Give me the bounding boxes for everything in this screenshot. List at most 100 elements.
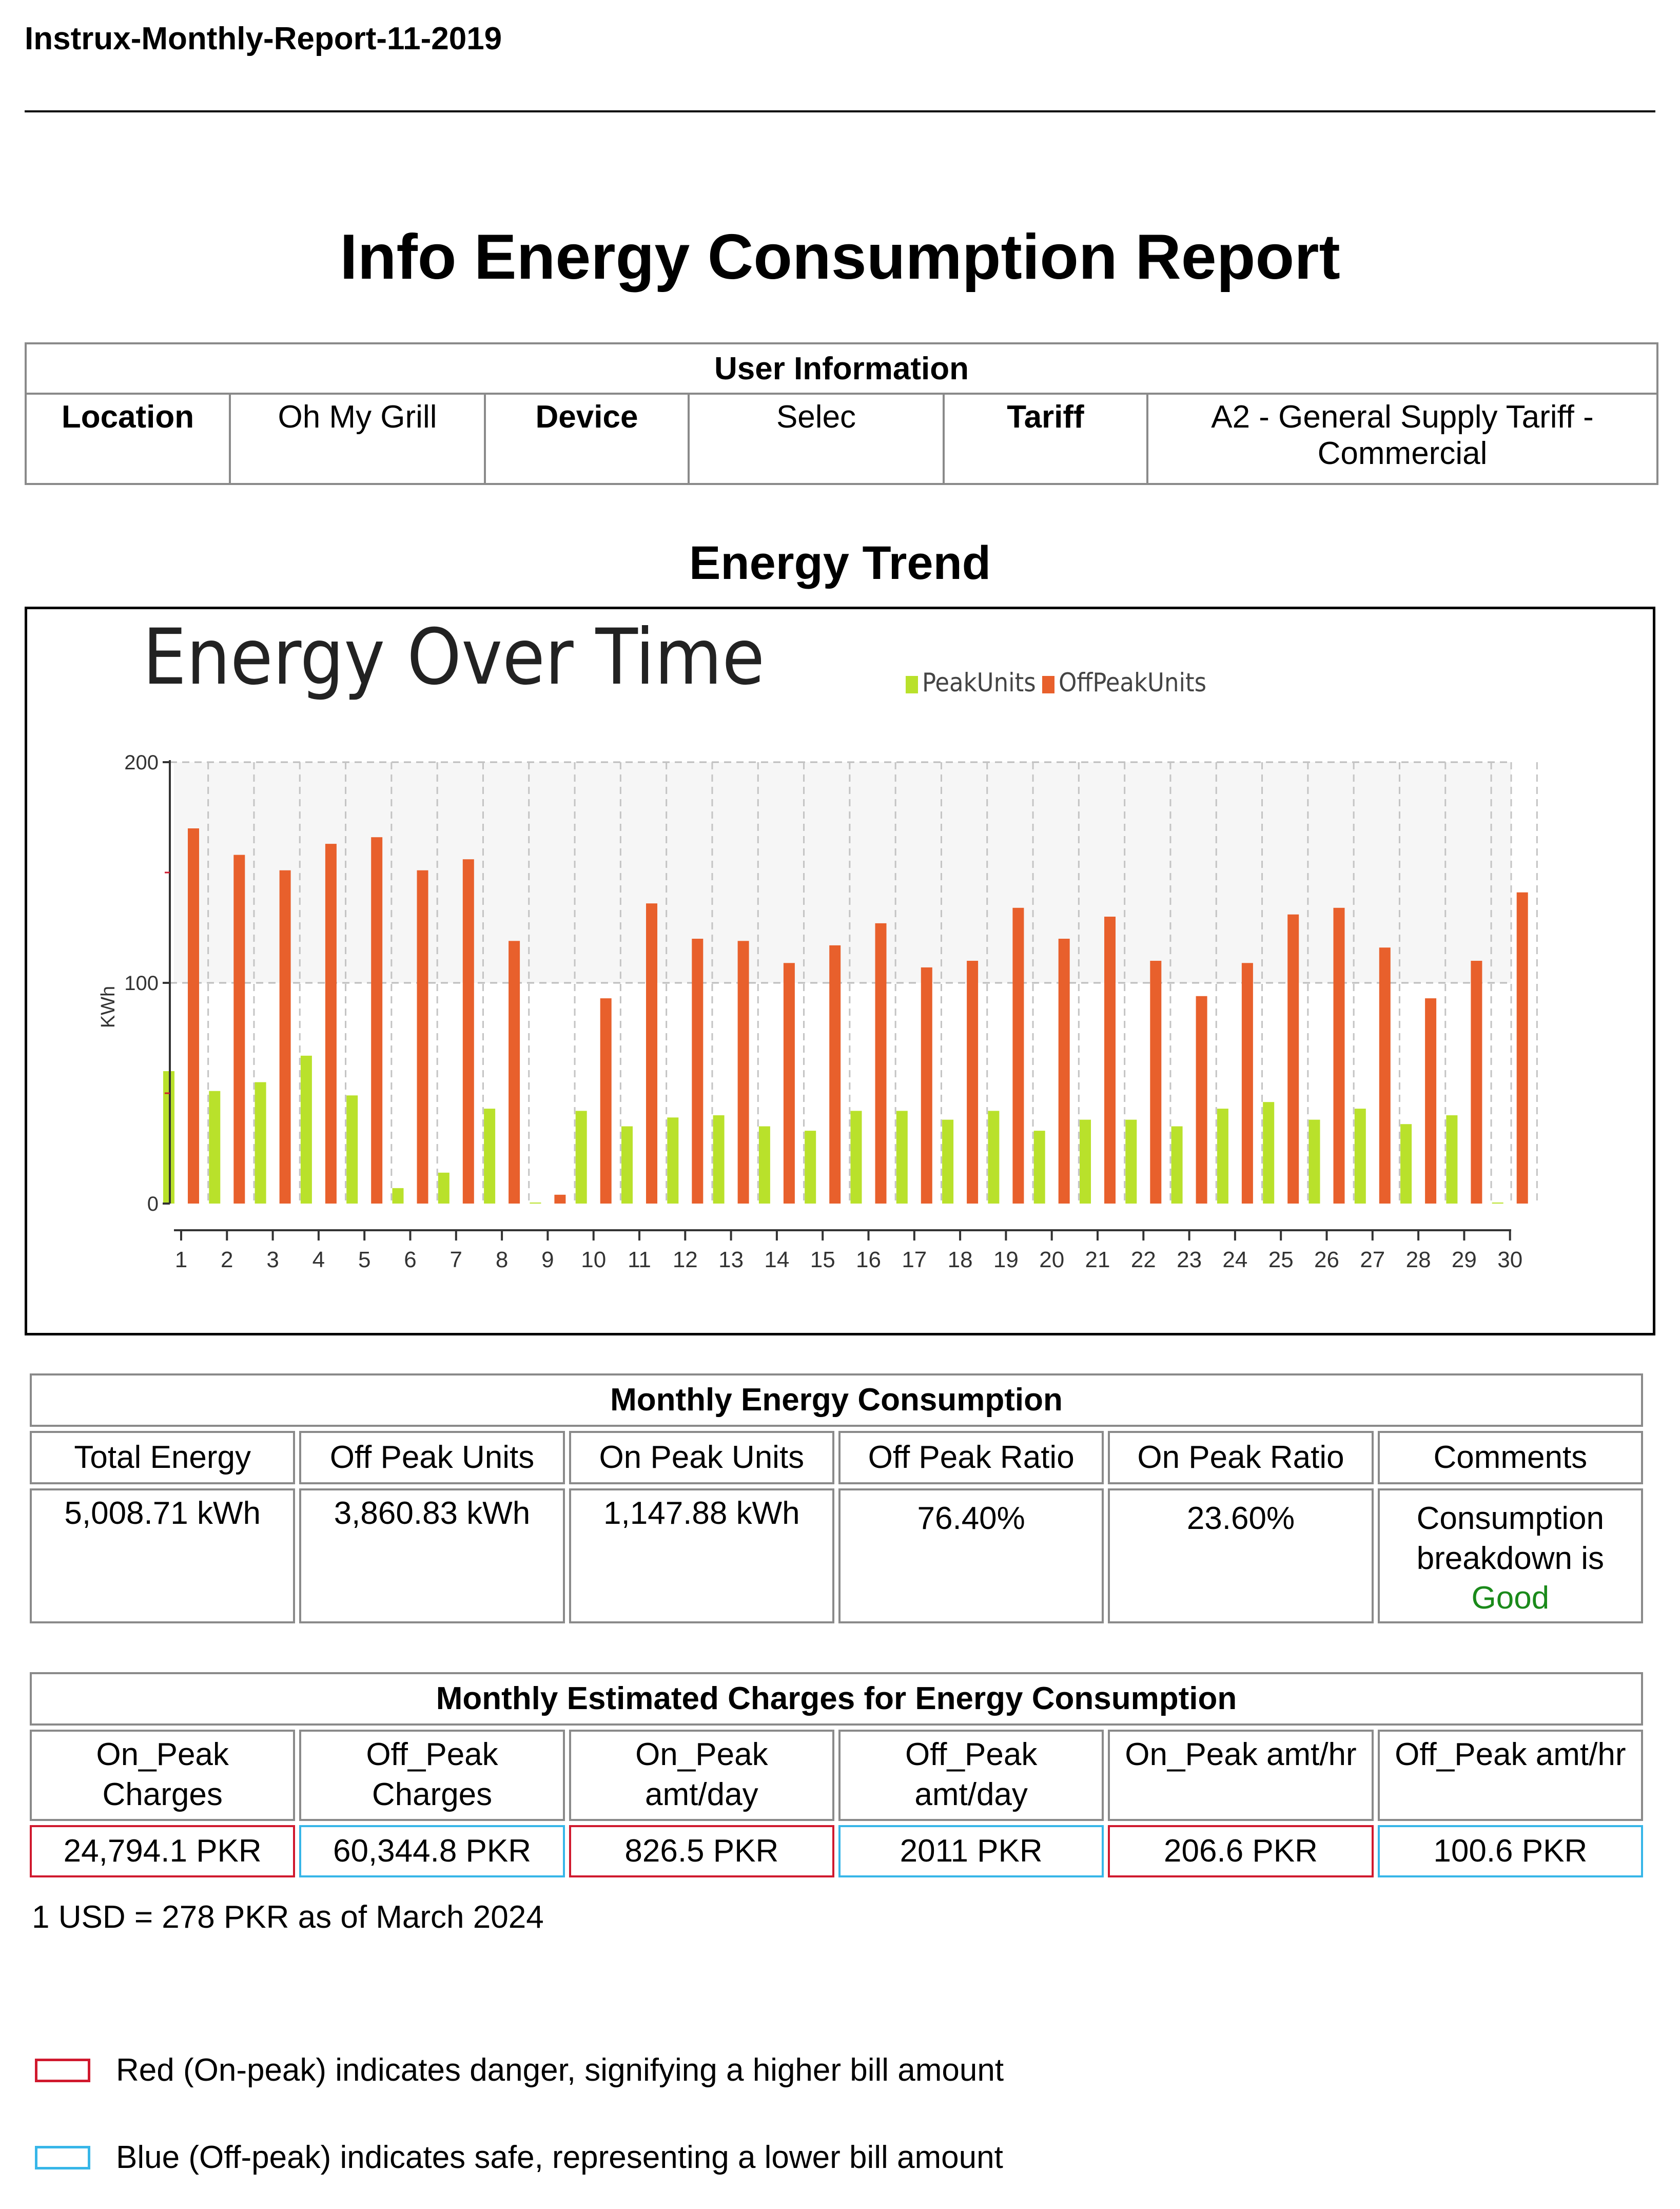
x-tick-label: 18 xyxy=(948,1247,973,1272)
x-tick-label: 5 xyxy=(358,1247,370,1272)
peak-bar xyxy=(758,1126,770,1204)
offpeak-bar xyxy=(1058,939,1070,1204)
offpeak-bar xyxy=(646,903,657,1204)
x-tick-label: 3 xyxy=(266,1247,279,1272)
energy-over-time-chart: Energy Over Time PeakUnits OffPeakUnits … xyxy=(97,613,1538,1272)
peak-bar xyxy=(438,1172,450,1204)
legend-danger-text: Red (On-peak) indicates danger, signifyi… xyxy=(116,2052,1004,2088)
peak-bar xyxy=(850,1111,862,1204)
x-tick-label: 10 xyxy=(581,1247,606,1272)
user-information-table: User Information Location Oh My Grill De… xyxy=(25,342,1658,485)
peak-bar xyxy=(942,1119,954,1204)
on-peak-amt-hr-value: 206.6 PKR xyxy=(1108,1825,1374,1877)
offpeak-bar xyxy=(1196,996,1207,1204)
device-value: Selec xyxy=(688,393,945,485)
tariff-value: A2 - General Supply Tariff - Commercial xyxy=(1146,393,1658,485)
x-tick-label: 19 xyxy=(993,1247,1019,1272)
off-peak-units-value: 3,860.83 kWh xyxy=(299,1488,565,1623)
document-header: Instrux-Monthly-Report-11-2019 xyxy=(25,21,502,56)
peak-bar xyxy=(255,1082,266,1204)
peak-bar xyxy=(392,1188,404,1204)
location-label: Location xyxy=(25,393,231,485)
comment-status: Good xyxy=(1471,1580,1550,1616)
x-tick-label: 4 xyxy=(312,1247,325,1272)
x-tick-label: 6 xyxy=(404,1247,416,1272)
offpeak-bar xyxy=(279,870,291,1204)
x-tick-label: 23 xyxy=(1177,1247,1202,1272)
danger-swatch xyxy=(35,2058,90,2082)
x-tick-label: 22 xyxy=(1131,1247,1156,1272)
energy-trend-title: Energy Trend xyxy=(689,537,991,589)
offpeak-bar xyxy=(233,855,245,1204)
page-title: Info Energy Consumption Report xyxy=(340,222,1340,293)
on-peak-units-value: 1,147.88 kWh xyxy=(569,1488,834,1623)
off-peak-ratio-header: Off Peak Ratio xyxy=(838,1431,1104,1484)
peak-bar xyxy=(1263,1102,1275,1204)
peak-bar xyxy=(1446,1115,1458,1204)
y-axis-label: KWh xyxy=(97,986,119,1028)
y-tick-label: 0 xyxy=(147,1193,159,1215)
offpeak-bar xyxy=(325,844,337,1204)
peak-bar xyxy=(1400,1124,1412,1204)
x-tick-label: 21 xyxy=(1085,1247,1110,1272)
charges-caption: Monthly Estimated Charges for Energy Con… xyxy=(30,1672,1643,1726)
off-peak-ratio-value: 76.40% xyxy=(838,1488,1104,1623)
off-peak-amt-hr-header: Off_Peak amt/hr xyxy=(1377,1730,1643,1821)
offpeak-bar xyxy=(875,923,887,1204)
energy-chart-panel: Energy Over Time PeakUnits OffPeakUnits … xyxy=(25,607,1655,1335)
x-tick-label: 24 xyxy=(1222,1247,1247,1272)
x-tick-label: 26 xyxy=(1314,1247,1339,1272)
offpeak-bar xyxy=(737,941,749,1204)
peak-bar xyxy=(1080,1119,1091,1204)
on-peak-amt-hr-header: On_Peak amt/hr xyxy=(1108,1730,1374,1821)
peak-bar xyxy=(575,1111,587,1204)
legend-offpeak-label: OffPeakUnits xyxy=(1059,668,1206,697)
offpeak-bar xyxy=(1333,907,1345,1204)
x-tick-label: 17 xyxy=(902,1247,927,1272)
peak-bar xyxy=(988,1111,1000,1204)
peak-bar xyxy=(209,1091,221,1204)
comment-text: Consumption breakdown is xyxy=(1416,1501,1604,1576)
offpeak-bar xyxy=(967,961,979,1204)
legend-danger-row: Red (On-peak) indicates danger, signifyi… xyxy=(35,2052,1004,2088)
offpeak-bar xyxy=(783,963,795,1204)
offpeak-bar xyxy=(1287,914,1299,1204)
header-divider xyxy=(25,110,1655,112)
x-tick-label: 15 xyxy=(810,1247,835,1272)
offpeak-bar xyxy=(417,870,428,1204)
peak-bar xyxy=(713,1115,725,1204)
peak-bar xyxy=(1492,1203,1503,1204)
offpeak-bar xyxy=(371,837,383,1204)
x-tick-label: 28 xyxy=(1406,1247,1431,1272)
y-tick-label: 200 xyxy=(124,751,159,774)
axes xyxy=(163,760,1511,1241)
x-tick-label: 16 xyxy=(856,1247,881,1272)
x-tick-label: 20 xyxy=(1039,1247,1064,1272)
on-peak-amt-day-header: On_Peak amt/day xyxy=(569,1730,834,1821)
x-tick-label: 12 xyxy=(673,1247,698,1272)
peak-bar xyxy=(484,1109,496,1204)
offpeak-bar xyxy=(1241,963,1253,1204)
peak-bar xyxy=(530,1203,541,1204)
peak-bar xyxy=(667,1117,679,1204)
peak-bar xyxy=(805,1131,816,1204)
x-tick-label: 11 xyxy=(628,1247,651,1272)
total-energy-header: Total Energy xyxy=(30,1431,296,1484)
peak-bar xyxy=(621,1126,633,1204)
peak-bar xyxy=(300,1055,312,1204)
x-tick-labels: 1 2 3 4 5 6 7 8 9 10 11 12 13 14 15 16 17 18 19 20 21 22 23 24 2… xyxy=(175,1247,1522,1272)
comments-value: Consumption breakdown is Good xyxy=(1377,1488,1643,1623)
user-information-caption: User Information xyxy=(25,342,1658,395)
x-tick-label: 30 xyxy=(1497,1247,1522,1272)
y-tick-label: 100 xyxy=(124,972,159,995)
offpeak-bar xyxy=(462,859,474,1204)
offpeak-bar xyxy=(692,939,704,1204)
legend-offpeak-swatch xyxy=(1042,676,1054,693)
offpeak-bar xyxy=(554,1194,566,1204)
x-tick-label: 1 xyxy=(175,1247,187,1272)
peak-bar xyxy=(346,1095,358,1204)
peak-bar xyxy=(1033,1131,1045,1204)
on-peak-amt-day-value: 826.5 PKR xyxy=(569,1825,834,1877)
on-peak-ratio-header: On Peak Ratio xyxy=(1108,1431,1374,1484)
off-peak-charges-value: 60,344.8 PKR xyxy=(299,1825,565,1877)
